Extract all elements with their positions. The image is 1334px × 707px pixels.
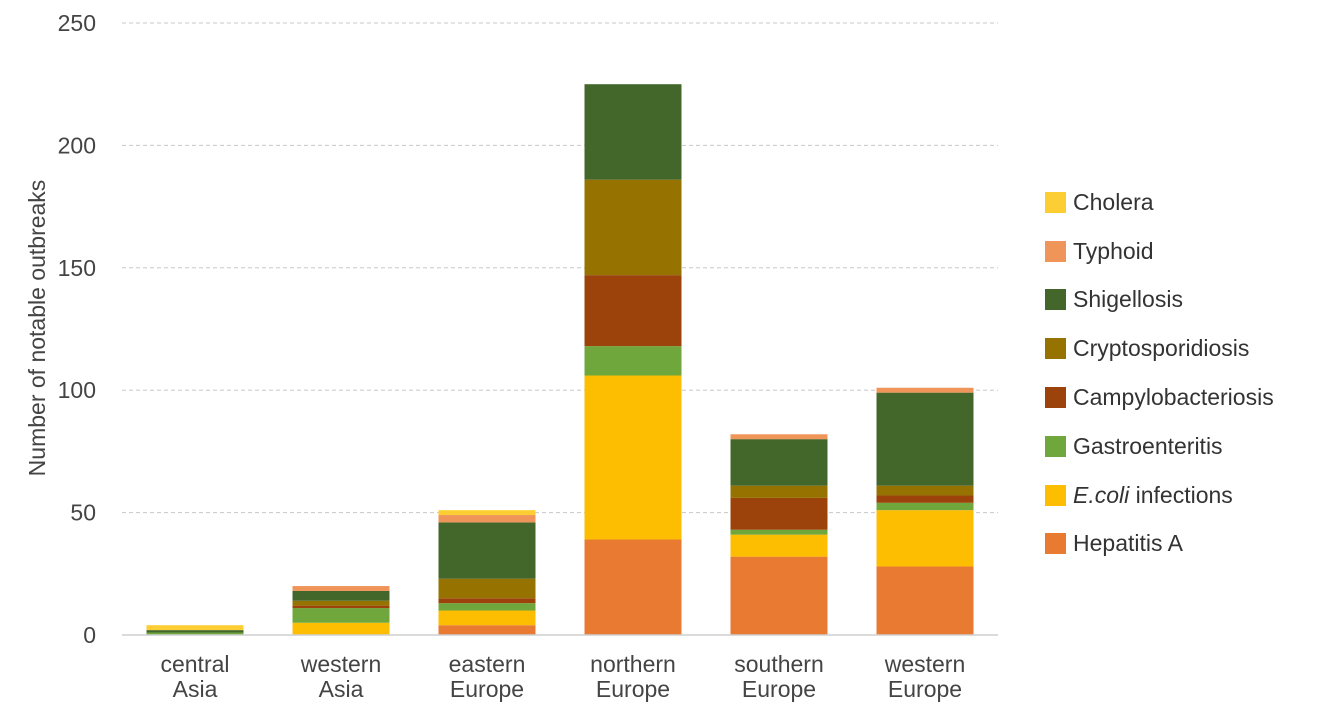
legend-item: E.coli infections xyxy=(1045,471,1274,520)
y-tick-label: 150 xyxy=(58,255,96,281)
bar-segment xyxy=(876,387,974,393)
bar-segment xyxy=(730,556,828,635)
x-tick-label: Europe xyxy=(596,676,670,702)
x-tick-label: Asia xyxy=(319,676,364,702)
legend-item: Hepatitis A xyxy=(1045,520,1274,569)
y-tick-label: 0 xyxy=(83,622,96,648)
bar-segment xyxy=(730,439,828,486)
bar-segment xyxy=(584,539,682,635)
x-tick-label: southern xyxy=(734,651,824,677)
bar-segment xyxy=(438,610,536,626)
bar-segment xyxy=(292,600,390,606)
bar-segment xyxy=(876,392,974,486)
bar-segment xyxy=(730,497,828,530)
bar-segment xyxy=(584,275,682,347)
bar-segment xyxy=(292,590,390,601)
bar-segment xyxy=(730,485,828,498)
bar-segment xyxy=(876,510,974,567)
bar-segment xyxy=(438,522,536,579)
legend-swatch xyxy=(1045,387,1066,409)
bar-segment xyxy=(292,622,390,635)
legend-item: Cryptosporidiosis xyxy=(1045,324,1274,373)
bar-segment xyxy=(876,485,974,496)
bar-segment xyxy=(730,534,828,557)
bar-segment xyxy=(146,630,244,633)
legend: Cholera Typhoid Shigellosis Cryptosporidios… xyxy=(1045,178,1274,568)
bar-segment xyxy=(584,346,682,376)
legend-swatch xyxy=(1045,484,1066,506)
legend-item: Shigellosis xyxy=(1045,276,1274,325)
x-tick-label: Europe xyxy=(888,676,962,702)
bar-segment xyxy=(292,605,390,609)
legend-item: Campylobacteriosis xyxy=(1045,373,1274,422)
gridlines xyxy=(122,22,998,514)
x-tick-label: western xyxy=(300,651,382,677)
bars xyxy=(146,84,974,635)
bar-segment xyxy=(438,625,536,635)
bar-segment xyxy=(730,434,828,440)
legend-swatch xyxy=(1045,240,1066,262)
bar-segment xyxy=(730,529,828,535)
x-tick-label: northern xyxy=(590,651,676,677)
legend-item: Gastroenteritis xyxy=(1045,422,1274,471)
y-tick-label: 200 xyxy=(58,132,96,158)
legend-label: Campylobacteriosis xyxy=(1073,384,1274,411)
y-axis-ticks: 0 50 100 150 200 250 xyxy=(58,10,96,648)
x-tick-label: eastern xyxy=(449,651,526,677)
x-axis-ticks: centralAsiawesternAsiaeasternEuropenorth… xyxy=(160,651,965,702)
bar-segment xyxy=(292,586,390,591)
bar-segment xyxy=(438,598,536,604)
legend-swatch xyxy=(1045,289,1066,311)
legend-label: Cholera xyxy=(1073,188,1154,215)
bar-segment xyxy=(292,608,390,623)
legend-label: Cryptosporidiosis xyxy=(1073,335,1250,362)
bar-segment xyxy=(876,502,974,511)
legend-swatch xyxy=(1045,533,1066,555)
bar-segment xyxy=(876,495,974,503)
x-tick-label: western xyxy=(884,651,966,677)
y-tick-label: 100 xyxy=(58,377,96,403)
legend-swatch xyxy=(1045,191,1066,213)
bar-segment xyxy=(438,603,536,611)
bar-segment xyxy=(146,625,244,631)
bar-segment xyxy=(584,179,682,276)
y-tick-label: 50 xyxy=(70,500,96,526)
legend-label: Gastroenteritis xyxy=(1073,432,1223,459)
x-tick-label: Europe xyxy=(742,676,816,702)
bar-segment xyxy=(438,578,536,599)
legend-label: Hepatitis A xyxy=(1073,530,1183,557)
legend-label: E.coli infections xyxy=(1073,481,1233,508)
legend-label: Shigellosis xyxy=(1073,286,1183,313)
x-tick-label: central xyxy=(160,651,229,677)
legend-swatch xyxy=(1045,338,1066,360)
bar-segment xyxy=(438,510,536,516)
bar-segment xyxy=(584,84,682,180)
bar-segment xyxy=(876,566,974,635)
legend-item: Cholera xyxy=(1045,178,1274,227)
x-tick-label: Europe xyxy=(450,676,524,702)
bar-segment xyxy=(584,375,682,540)
legend-label: Typhoid xyxy=(1073,237,1154,264)
y-tick-label: 250 xyxy=(58,10,96,36)
x-tick-label: Asia xyxy=(173,676,218,702)
legend-swatch xyxy=(1045,435,1066,457)
bar-segment xyxy=(146,632,244,635)
bar-segment xyxy=(438,515,536,523)
legend-item: Typhoid xyxy=(1045,227,1274,276)
y-axis-title: Number of notable outbreaks xyxy=(24,180,50,477)
